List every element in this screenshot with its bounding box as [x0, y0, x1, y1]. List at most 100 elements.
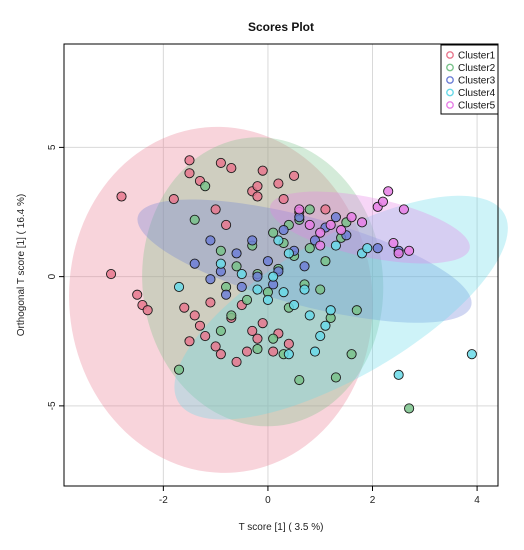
point-cluster3	[252, 271, 263, 282]
point-cluster2	[320, 256, 331, 267]
point-cluster5	[304, 219, 315, 230]
point-cluster2	[200, 181, 211, 192]
point-cluster1	[278, 194, 289, 205]
point-cluster1	[231, 356, 242, 367]
y-axis-ticks: -5 0 5	[47, 144, 64, 410]
point-cluster2	[346, 349, 357, 360]
point-cluster2	[304, 204, 315, 215]
point-cluster1	[257, 165, 268, 176]
point-cluster2	[215, 325, 226, 336]
point-cluster1	[273, 178, 284, 189]
plot-frame	[63, 43, 499, 487]
point-cluster4	[262, 294, 273, 305]
ellipse-cluster3	[137, 199, 472, 323]
point-cluster3	[278, 225, 289, 236]
legend-marker-cluster2	[446, 63, 454, 72]
y-axis-title: Orthogonal T score [1] ( 16.4 %)	[16, 194, 27, 336]
legend-marker-cluster1	[446, 51, 454, 59]
point-cluster3	[247, 235, 258, 246]
point-cluster1	[252, 333, 263, 344]
point-cluster2	[252, 343, 263, 355]
y-tick-label: -5	[47, 401, 58, 410]
point-cluster3	[372, 243, 383, 254]
ellipse-cluster4	[174, 195, 508, 420]
point-cluster1	[252, 191, 263, 202]
point-cluster3	[231, 248, 242, 259]
point-cluster4	[268, 271, 279, 282]
point-cluster2	[304, 243, 315, 254]
point-cluster4	[278, 287, 289, 298]
point-cluster1	[226, 163, 237, 174]
point-cluster4	[173, 281, 185, 293]
legend-marker-cluster3	[446, 76, 454, 84]
point-cluster4	[252, 284, 263, 295]
point-cluster1	[320, 204, 331, 215]
point-cluster5	[393, 248, 404, 259]
point-cluster5	[388, 237, 399, 249]
point-cluster4	[309, 346, 321, 357]
point-cluster1	[189, 310, 200, 321]
point-cluster1	[221, 219, 232, 230]
y-tick-label: 5	[47, 144, 58, 150]
point-cluster3	[205, 274, 216, 285]
point-cluster3	[205, 235, 216, 246]
legend-label-cluster1: Cluster1	[458, 51, 496, 62]
point-cluster2	[294, 374, 305, 386]
point-cluster5	[404, 245, 415, 256]
legend-label-cluster4: Cluster4	[458, 88, 496, 99]
legend-marker-cluster4	[446, 88, 454, 97]
point-cluster5	[336, 225, 347, 236]
ellipse-cluster5	[269, 191, 470, 264]
x-axis-ticks: -2 0 2 4	[159, 486, 480, 506]
x-axis-title: T score [1] ( 3.5 %)	[239, 522, 324, 533]
confidence-ellipses	[69, 126, 508, 473]
point-cluster4	[320, 320, 331, 331]
point-cluster1	[247, 325, 258, 336]
point-cluster1	[184, 336, 195, 347]
point-cluster2	[173, 364, 185, 375]
chart-title: Scores Plot	[248, 20, 314, 34]
point-cluster3	[236, 281, 247, 293]
point-cluster5	[315, 227, 326, 238]
point-cluster2	[268, 227, 279, 238]
point-cluster2	[231, 261, 242, 272]
point-cluster2	[189, 214, 200, 225]
point-cluster4	[283, 349, 294, 360]
legend-label-cluster3: Cluster3	[458, 76, 496, 87]
point-cluster4	[466, 349, 477, 360]
point-cluster2	[351, 305, 362, 316]
point-cluster2	[226, 310, 237, 321]
point-cluster2	[404, 403, 415, 414]
x-tick-label: 4	[474, 495, 480, 506]
point-cluster4	[215, 258, 226, 269]
y-tick-label: 0	[47, 273, 58, 279]
point-cluster3	[330, 212, 341, 223]
point-cluster5	[356, 217, 368, 228]
point-cluster2	[241, 294, 253, 305]
point-cluster4	[283, 248, 294, 259]
x-tick-label: 0	[265, 495, 271, 506]
point-cluster5	[294, 204, 305, 215]
point-cluster1	[241, 346, 253, 357]
point-cluster1	[194, 320, 206, 331]
point-cluster5	[383, 186, 394, 197]
point-cluster1	[116, 191, 127, 202]
point-cluster1	[252, 181, 263, 192]
point-cluster4	[362, 243, 373, 254]
point-cluster1	[210, 341, 221, 352]
point-cluster1	[168, 194, 179, 205]
point-cluster1	[215, 157, 226, 168]
point-cluster4	[289, 300, 300, 311]
point-cluster3	[189, 258, 200, 269]
legend-label-cluster2: Cluster2	[458, 63, 496, 74]
point-cluster1	[184, 168, 195, 179]
point-cluster4	[393, 369, 404, 380]
point-cluster2	[268, 333, 279, 344]
point-cluster1	[268, 346, 279, 357]
point-cluster4	[273, 235, 284, 246]
point-cluster1	[257, 318, 268, 329]
